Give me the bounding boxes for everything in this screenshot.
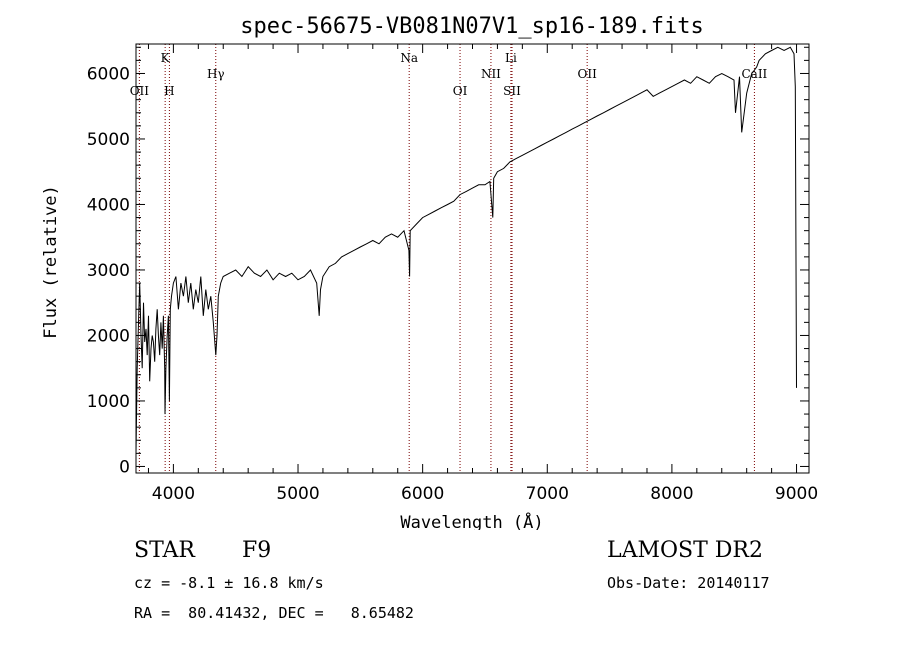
x-tick-label: 6000 <box>401 484 444 504</box>
x-tick-label: 5000 <box>276 484 319 504</box>
marker-label: Li <box>505 51 517 65</box>
y-tick-label: 5000 <box>87 130 130 150</box>
chart-title: spec-56675-VB081N07V1_sp16-189.fits <box>240 14 704 39</box>
marker-label: OII <box>577 67 597 81</box>
marker-label: OII <box>130 84 150 98</box>
object-class: STAR <box>134 538 195 563</box>
marker-label: OI <box>453 84 468 98</box>
marker-lines: K H Hγ Na OI NII Li SII OII CaII OII <box>130 44 768 473</box>
y-axis-label: Flux (relative) <box>41 185 61 339</box>
marker-label: NII <box>481 67 501 81</box>
spectrum-chart: spec-56675-VB081N07V1_sp16-189.fits K H Hγ… <box>41 14 818 530</box>
spectrum-series-line <box>135 46 797 454</box>
y-tick-label: 1000 <box>87 392 130 412</box>
marker-label: CaII <box>741 67 767 81</box>
marker-label: SII <box>503 84 521 98</box>
marker-label: H <box>164 84 174 98</box>
survey-name: LAMOST DR2 <box>607 538 763 563</box>
redshift-info: cz = -8.1 ± 16.8 km/s <box>134 574 324 592</box>
x-tick-label: 8000 <box>650 484 693 504</box>
y-tick-label: 6000 <box>87 64 130 84</box>
observation-date: Obs-Date: 20140117 <box>607 574 770 592</box>
marker-label: K <box>161 51 171 65</box>
y-tick-label: 2000 <box>87 326 130 346</box>
object-subclass: F9 <box>242 538 272 563</box>
y-tick-label: 4000 <box>87 195 130 215</box>
x-tick-label: 7000 <box>526 484 569 504</box>
x-axis-label: Wavelength (Å) <box>400 511 543 530</box>
marker-label: Hγ <box>207 67 225 81</box>
y-tick-label: 3000 <box>87 261 130 281</box>
x-axis: 4000 5000 6000 7000 8000 9000 <box>147 44 818 504</box>
coordinates: RA = 80.41432, DEC = 8.65482 <box>134 604 414 622</box>
x-tick-label: 4000 <box>152 484 195 504</box>
plot-frame <box>135 43 810 474</box>
y-axis: 0 1000 2000 3000 4000 5000 6000 <box>87 46 809 477</box>
y-tick-label: 0 <box>119 457 130 477</box>
marker-label: Na <box>400 51 418 65</box>
x-tick-label: 9000 <box>775 484 818 504</box>
